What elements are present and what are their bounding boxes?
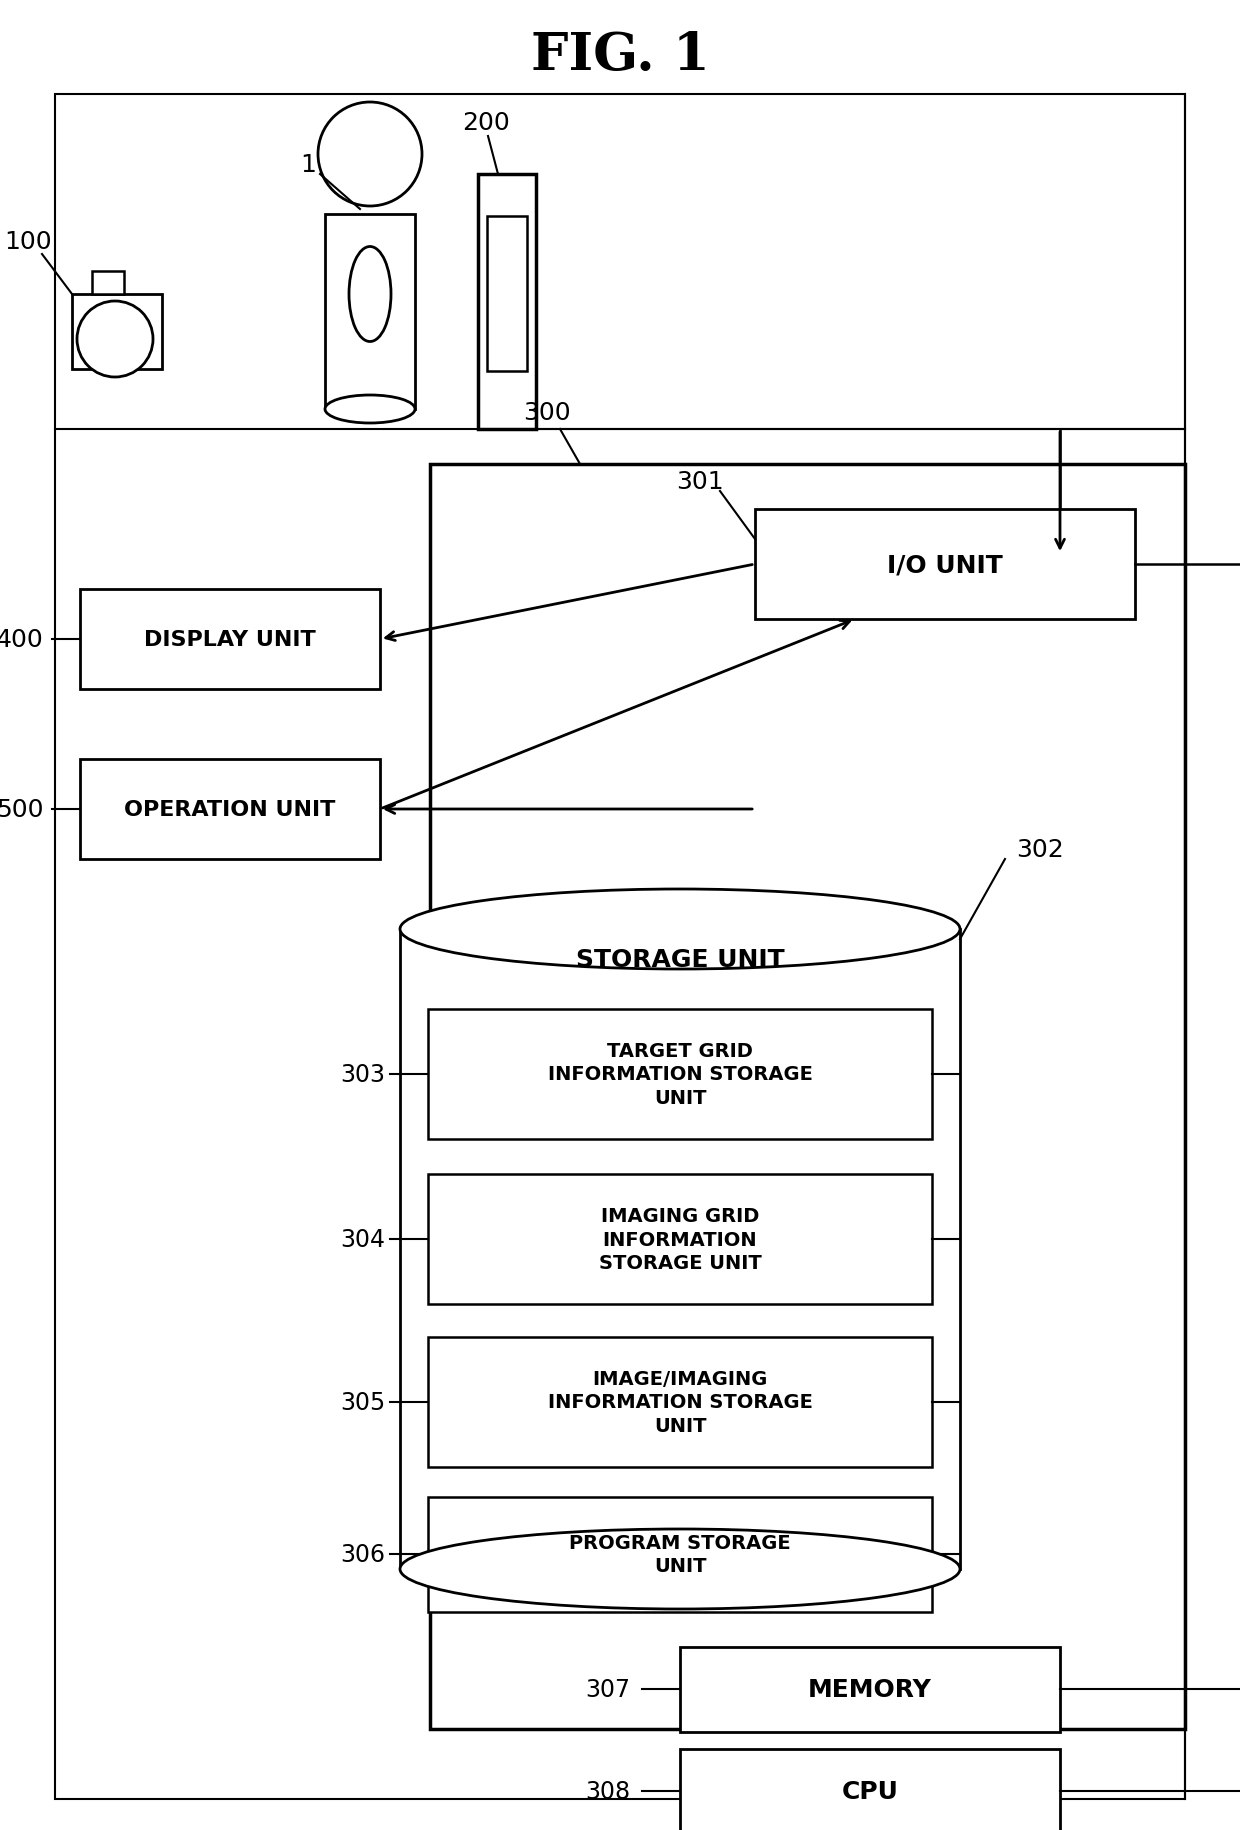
Text: FIG. 1: FIG. 1 xyxy=(531,29,709,81)
Text: 302: 302 xyxy=(1016,838,1064,862)
Text: CPU: CPU xyxy=(842,1779,899,1803)
Text: 304: 304 xyxy=(341,1228,386,1252)
Bar xyxy=(92,273,124,295)
Text: 301: 301 xyxy=(676,470,724,494)
Bar xyxy=(755,511,1135,620)
Bar xyxy=(487,218,527,371)
Text: 300: 300 xyxy=(523,401,570,425)
Circle shape xyxy=(317,102,422,207)
Text: 303: 303 xyxy=(341,1063,386,1087)
Bar xyxy=(428,1010,932,1140)
Bar xyxy=(81,759,379,860)
Bar xyxy=(680,1647,1060,1731)
Ellipse shape xyxy=(325,395,415,425)
Text: OPERATION UNIT: OPERATION UNIT xyxy=(124,800,336,820)
Text: 200: 200 xyxy=(463,112,510,135)
Ellipse shape xyxy=(348,247,391,342)
Text: 308: 308 xyxy=(585,1779,631,1803)
Bar xyxy=(72,295,162,370)
Text: IMAGE/IMAGING
INFORMATION STORAGE
UNIT: IMAGE/IMAGING INFORMATION STORAGE UNIT xyxy=(548,1369,812,1435)
Text: TARGET GRID
INFORMATION STORAGE
UNIT: TARGET GRID INFORMATION STORAGE UNIT xyxy=(548,1041,812,1107)
Bar xyxy=(325,214,415,410)
Text: MEMORY: MEMORY xyxy=(808,1676,932,1702)
Text: 1: 1 xyxy=(300,154,316,178)
Bar xyxy=(428,1338,932,1468)
Text: STORAGE UNIT: STORAGE UNIT xyxy=(575,948,785,972)
Text: 500: 500 xyxy=(0,798,43,822)
Text: 305: 305 xyxy=(340,1391,386,1415)
Bar xyxy=(428,1175,932,1305)
Text: 400: 400 xyxy=(0,628,43,651)
Text: 307: 307 xyxy=(585,1676,630,1702)
Text: DISPLAY UNIT: DISPLAY UNIT xyxy=(144,630,316,650)
Ellipse shape xyxy=(401,1530,960,1609)
Bar xyxy=(430,465,1185,1729)
Bar xyxy=(81,589,379,690)
Bar xyxy=(477,176,536,430)
Text: I/O UNIT: I/O UNIT xyxy=(887,553,1003,576)
Bar xyxy=(680,1749,1060,1830)
Text: 306: 306 xyxy=(341,1543,386,1566)
Bar xyxy=(401,930,960,1568)
Text: IMAGING GRID
INFORMATION
STORAGE UNIT: IMAGING GRID INFORMATION STORAGE UNIT xyxy=(599,1206,761,1272)
Bar xyxy=(428,1497,932,1612)
Text: 100: 100 xyxy=(4,231,52,254)
Ellipse shape xyxy=(401,889,960,970)
Circle shape xyxy=(77,302,153,377)
Text: PROGRAM STORAGE
UNIT: PROGRAM STORAGE UNIT xyxy=(569,1534,791,1576)
